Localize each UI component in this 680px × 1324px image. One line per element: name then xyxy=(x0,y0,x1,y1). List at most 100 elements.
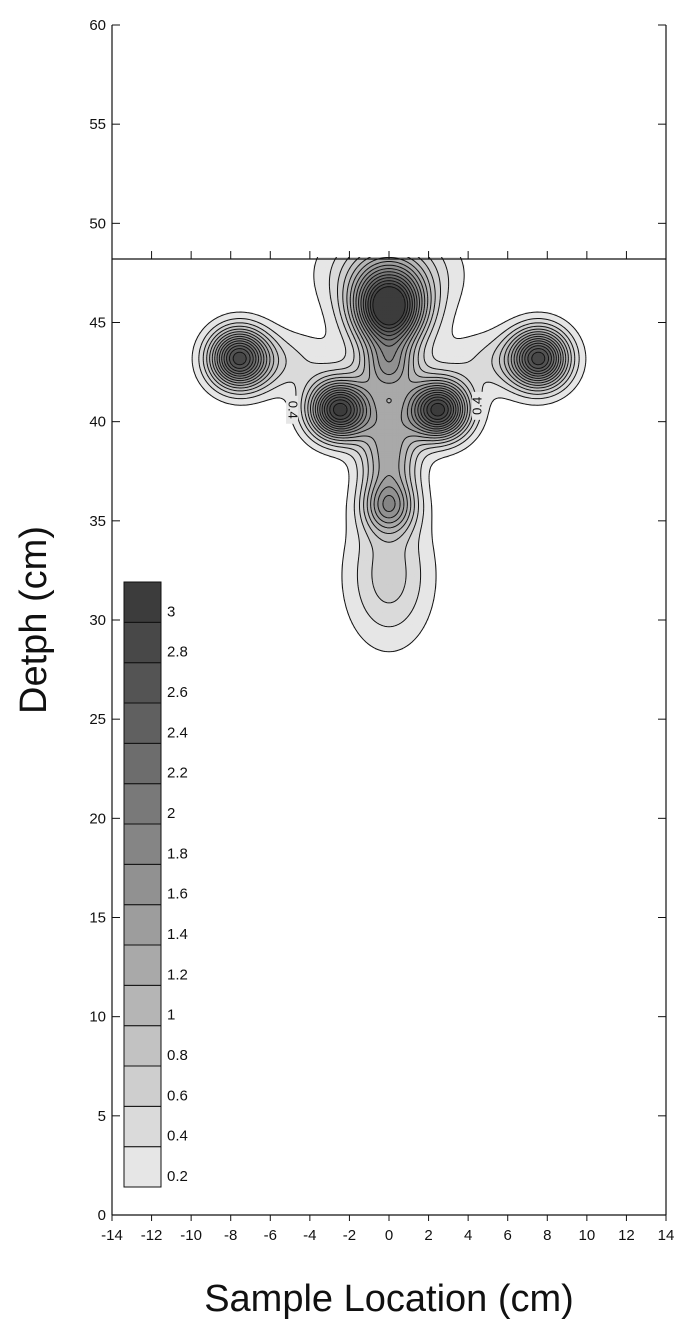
contour-cell xyxy=(370,536,374,539)
contour-cell xyxy=(359,582,362,585)
contour-cell xyxy=(398,516,402,520)
contour-cell xyxy=(364,550,368,553)
contour-cell xyxy=(361,518,364,522)
contour-cell xyxy=(430,597,433,601)
contour-cell xyxy=(390,605,394,609)
contour-cell xyxy=(384,639,388,643)
contour-cell xyxy=(376,532,380,536)
contour-cell xyxy=(412,504,416,508)
contour-cell xyxy=(364,540,368,543)
contour-cell xyxy=(416,522,419,526)
contour-cell xyxy=(359,500,362,504)
contour-cell xyxy=(428,584,431,587)
contour-cell xyxy=(404,637,408,641)
contour-cell xyxy=(390,558,394,561)
contour-cell xyxy=(384,635,388,639)
contour-cell xyxy=(400,550,404,553)
contour-cell xyxy=(353,534,356,537)
contour-cell xyxy=(390,639,394,643)
contour-cell xyxy=(424,578,427,581)
contour-cell xyxy=(414,508,417,512)
contour-cell xyxy=(361,619,364,623)
contour-cell xyxy=(420,589,423,593)
contour-cell xyxy=(378,506,382,510)
contour-cell xyxy=(400,518,404,522)
contour-cell xyxy=(398,534,402,537)
contour-cell xyxy=(410,629,414,633)
contour-cell xyxy=(426,540,429,543)
contour-cell xyxy=(424,506,427,510)
contour-cell xyxy=(380,627,384,631)
contour-cell xyxy=(418,629,421,633)
contour-cell xyxy=(410,597,414,601)
contour-cell xyxy=(361,504,364,508)
contour-cell xyxy=(396,506,400,510)
contour-cell xyxy=(404,530,408,534)
contour-cell xyxy=(400,562,404,565)
contour-cell xyxy=(357,615,360,619)
contour-cell xyxy=(428,587,431,591)
contour-cell xyxy=(384,538,388,541)
contour-cell xyxy=(412,566,416,569)
contour-fill-layer xyxy=(192,257,586,653)
contour-cell xyxy=(406,524,410,528)
contour-cell xyxy=(426,542,429,545)
contour-cell xyxy=(396,621,400,625)
contour-cell xyxy=(398,538,402,541)
contour-cell xyxy=(374,587,378,591)
contour-cell xyxy=(378,546,382,549)
contour-cell xyxy=(374,580,378,583)
contour-cell xyxy=(376,619,380,623)
contour-cell xyxy=(357,500,360,504)
contour-cell xyxy=(402,512,406,516)
contour-cell xyxy=(388,512,392,516)
contour-cell xyxy=(414,504,417,508)
contour-cell xyxy=(410,536,414,539)
contour-cell xyxy=(364,558,368,561)
contour-cell xyxy=(410,512,414,516)
contour-cell xyxy=(382,560,386,563)
contour-cell xyxy=(380,601,384,605)
contour-cell xyxy=(392,576,396,579)
contour-cell xyxy=(400,530,404,534)
contour-cell xyxy=(351,522,354,526)
contour-cell xyxy=(418,617,421,621)
contour-cell xyxy=(402,643,406,647)
contour-cell xyxy=(361,625,364,629)
contour-cell xyxy=(353,546,356,549)
contour-cell xyxy=(386,558,390,561)
contour-cell xyxy=(386,556,390,559)
contour-cell xyxy=(398,589,402,593)
contour-cell xyxy=(414,578,417,581)
contour-cell xyxy=(422,566,425,569)
contour-cell xyxy=(351,538,354,541)
contour-cell xyxy=(384,568,388,571)
contour-cell xyxy=(426,564,429,567)
contour-cell xyxy=(406,639,410,643)
contour-cell xyxy=(366,617,370,621)
contour-cell xyxy=(420,576,423,579)
contour-cell xyxy=(368,595,372,599)
contour-cell xyxy=(364,564,368,567)
contour-cell xyxy=(400,603,404,607)
contour-cell xyxy=(394,645,398,649)
contour-cell xyxy=(345,576,348,579)
contour-cell xyxy=(400,572,404,575)
contour-cell xyxy=(380,605,384,609)
contour-cell xyxy=(370,611,374,615)
contour-cell xyxy=(378,615,382,619)
contour-cell xyxy=(390,607,394,611)
contour-cell xyxy=(430,585,433,589)
contour-cell xyxy=(353,621,356,625)
contour-cell xyxy=(408,546,412,549)
contour-cell xyxy=(364,623,368,627)
contour-cell xyxy=(414,593,417,597)
contour-cell xyxy=(422,528,425,532)
contour-cell xyxy=(388,641,392,645)
contour-cell xyxy=(384,502,388,506)
contour-cell xyxy=(394,522,398,526)
contour-cell xyxy=(347,538,350,541)
contour-cell xyxy=(355,570,358,573)
contour-cell xyxy=(368,538,372,541)
contour-cell xyxy=(364,635,368,639)
